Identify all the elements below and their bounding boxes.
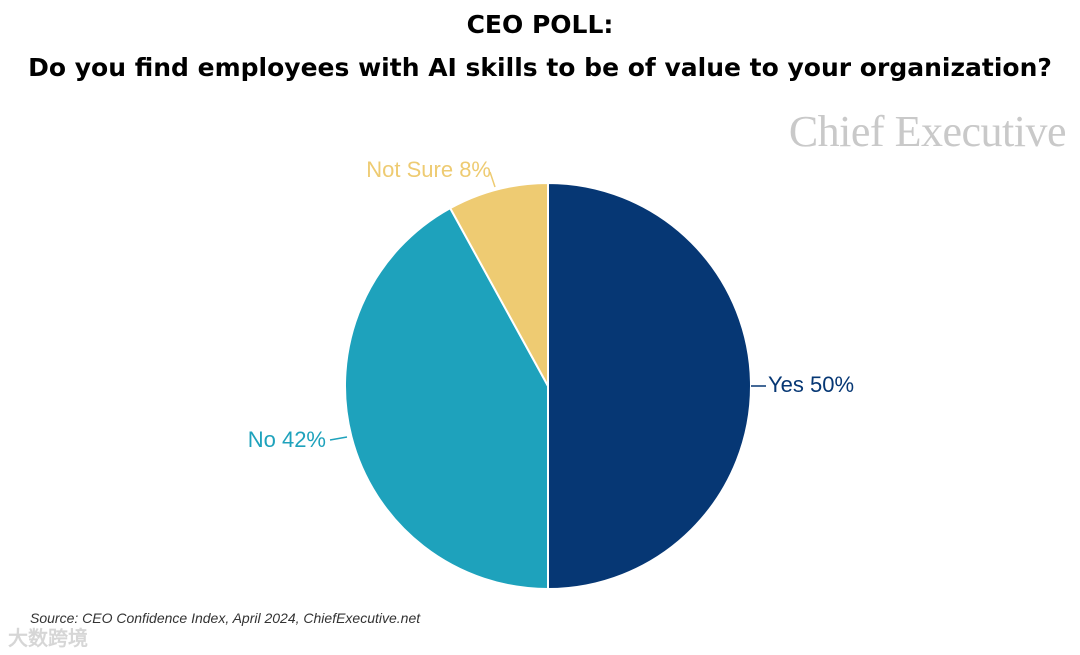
- slice-label-yes: Yes 50%: [768, 372, 854, 397]
- chart-title-line2: Do you find employees with AI skills to …: [28, 53, 1052, 82]
- source-note: Source: CEO Confidence Index, April 2024…: [30, 610, 421, 626]
- leader-line-no: [329, 436, 348, 441]
- pie-slice-not-sure: [448, 181, 549, 387]
- watermark: 大数跨境: [8, 628, 88, 650]
- chart-title-line1: CEO POLL:: [466, 10, 614, 39]
- leader-line-not-sure: [489, 171, 496, 188]
- slice-label-not-sure: Not Sure 8%: [366, 157, 491, 182]
- pie-slice-yes: [547, 181, 752, 591]
- pie-slice-no: [344, 206, 549, 591]
- slice-label-no: No 42%: [248, 427, 326, 452]
- brand-logo: Chief Executive: [788, 107, 1067, 156]
